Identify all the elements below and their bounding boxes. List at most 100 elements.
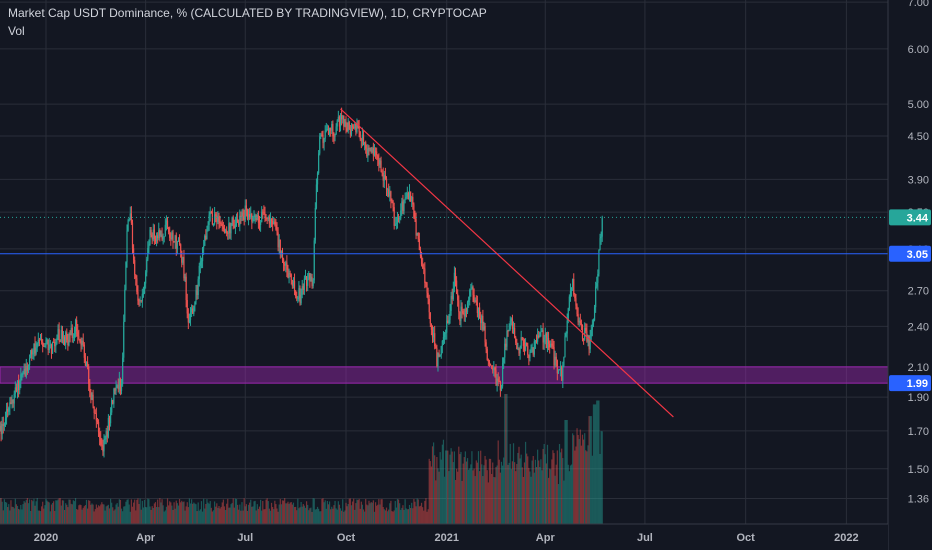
- volume-bar: [23, 501, 25, 524]
- x-tick-label: Oct: [337, 532, 356, 544]
- volume-bar: [301, 506, 303, 524]
- volume-bar: [50, 504, 53, 524]
- volume-bar: [500, 461, 503, 524]
- volume-bar: [126, 499, 128, 524]
- candle-body: [455, 280, 458, 294]
- candle-body: [557, 370, 560, 374]
- candle-body: [439, 354, 441, 357]
- volume-bar: [585, 450, 587, 524]
- candle-body: [524, 342, 527, 351]
- volume-bar: [21, 509, 23, 524]
- volume-bar: [575, 446, 577, 524]
- candle-body: [304, 276, 307, 279]
- candle-body: [291, 280, 293, 286]
- candle-body: [335, 126, 337, 135]
- volume-bar: [217, 507, 219, 524]
- volume-bar: [461, 480, 463, 524]
- volume-bar: [49, 511, 51, 524]
- volume-bar: [162, 505, 164, 524]
- candle-body: [55, 343, 57, 347]
- candle-body: [140, 300, 142, 302]
- candle-body: [234, 223, 237, 228]
- candle-body: [67, 339, 69, 346]
- candle-body: [392, 201, 394, 208]
- candle-body: [541, 330, 543, 332]
- volume-bar: [316, 506, 319, 524]
- candle-body: [253, 217, 255, 220]
- candle-body: [161, 234, 163, 240]
- candle-body: [427, 292, 429, 300]
- candle-body: [228, 223, 230, 234]
- volume-bar: [578, 439, 580, 524]
- volume-bar: [374, 502, 377, 524]
- candle-body: [496, 378, 498, 385]
- candle-body: [314, 207, 316, 241]
- candle-body: [555, 356, 557, 361]
- trendline[interactable]: [340, 108, 674, 418]
- volume-bar: [31, 499, 33, 524]
- volume-bar: [135, 510, 137, 524]
- volume-bar: [358, 498, 360, 524]
- volume-bar: [215, 506, 217, 524]
- candle-body: [308, 273, 310, 280]
- volume-bar: [109, 498, 112, 524]
- candle-body: [222, 226, 224, 230]
- candle-body: [498, 381, 500, 382]
- volume-bar: [507, 464, 509, 524]
- volume-bar: [397, 499, 400, 524]
- volume-bar: [159, 498, 161, 524]
- candle-body: [181, 250, 183, 263]
- candle-body: [554, 356, 556, 366]
- volume-legend-label: Vol: [8, 24, 25, 38]
- candle-body: [73, 333, 76, 338]
- volume-bar: [335, 508, 337, 524]
- candle-body: [431, 329, 434, 338]
- volume-bar: [422, 507, 424, 524]
- candle-body: [196, 290, 198, 296]
- volume-bar: [102, 504, 104, 524]
- volume-bar: [475, 460, 477, 524]
- candle-body: [46, 339, 48, 341]
- candle-body: [348, 122, 350, 130]
- volume-bar: [186, 502, 188, 524]
- volume-bar: [597, 400, 599, 524]
- candle-body: [44, 346, 46, 348]
- volume-bar: [169, 501, 171, 524]
- candle-body: [338, 116, 341, 127]
- candle-body: [136, 278, 138, 292]
- candle-body: [70, 327, 72, 335]
- volume-bar: [410, 508, 412, 524]
- volume-bar: [120, 508, 123, 524]
- volume-bar: [523, 462, 526, 524]
- candle-body: [58, 329, 60, 341]
- candle-body: [27, 365, 30, 372]
- candle-body: [3, 423, 5, 426]
- volume-bar: [281, 500, 284, 524]
- volume-bar: [345, 502, 347, 524]
- volume-bar: [34, 505, 36, 524]
- volume-bar: [270, 502, 273, 524]
- candle-body: [556, 360, 558, 374]
- volume-bar: [417, 499, 419, 524]
- volume-bar: [598, 400, 600, 524]
- volume-bar: [7, 507, 9, 524]
- volume-bar: [284, 498, 286, 524]
- volume-bar: [442, 439, 445, 524]
- candle-body: [347, 122, 349, 132]
- volume-bar: [8, 504, 10, 524]
- volume-bar: [4, 502, 7, 524]
- volume-bar: [166, 498, 169, 524]
- volume-bar: [366, 504, 368, 524]
- volume-bar: [65, 503, 67, 524]
- candle-body: [281, 251, 284, 260]
- candle-body: [158, 230, 160, 239]
- candle-body: [495, 370, 497, 385]
- volume-bar: [235, 498, 238, 524]
- candle-body: [345, 121, 347, 129]
- candle-body: [277, 232, 279, 248]
- time-axis-bg: [0, 524, 888, 550]
- candle-body: [173, 241, 175, 243]
- volume-bar: [59, 498, 61, 524]
- candle-body: [570, 287, 573, 291]
